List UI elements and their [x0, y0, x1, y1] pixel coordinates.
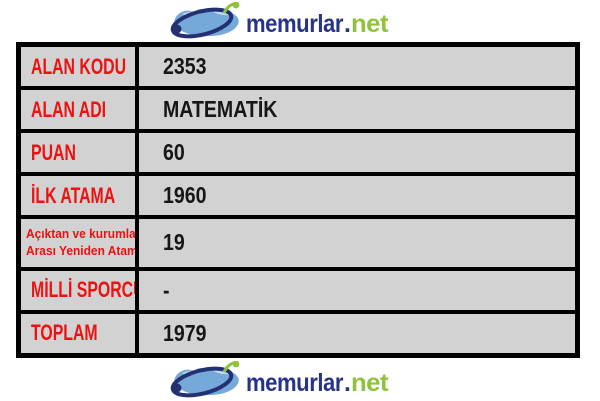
row-label: ALAN KODU [31, 53, 127, 79]
row-label-cell: TOPLAM [16, 309, 139, 358]
row-value-cell: 1979 [134, 309, 580, 358]
table-row-puan: PUAN 60 [16, 129, 580, 177]
table-row-toplam: TOPLAM 1979 [16, 309, 580, 358]
row-label-line-2: Arası Yeniden Atama [26, 242, 137, 258]
logo-dot-text: . [344, 369, 350, 397]
logo-tld-text: net [351, 10, 389, 38]
row-value-cell: 60 [134, 129, 580, 177]
row-label-cell: Açıktan ve kurumlar Arası Yeniden Atama [16, 215, 139, 271]
row-value: - [162, 276, 170, 303]
table-row-alan-adi: ALAN ADI MATEMATİK [16, 86, 580, 134]
row-label: PUAN [31, 139, 76, 165]
row-value: 60 [162, 139, 185, 166]
logo-brand-text: memurlar [246, 10, 344, 38]
row-label-line-1: Açıktan ve kurumlar [26, 226, 137, 242]
memurlar-net-logo: memurlar . net [170, 2, 390, 39]
memurlar-net-logo-footer: memurlar . net [170, 361, 390, 398]
row-label-cell: ALAN ADI [16, 86, 139, 134]
logo-dot-text: . [344, 10, 350, 38]
row-value-cell: 2353 [134, 42, 580, 91]
row-label-cell: MİLLİ SPORCU [16, 266, 139, 314]
row-value: 2353 [162, 53, 206, 80]
row-value-cell: MATEMATİK [134, 86, 580, 134]
logo-brand-text: memurlar [246, 369, 344, 397]
row-label-cell: ALAN KODU [16, 42, 139, 91]
row-label-cell: PUAN [16, 129, 139, 177]
row-value: 1979 [162, 319, 206, 346]
table-row-milli-sporcu: MİLLİ SPORCU - [16, 266, 580, 314]
row-value-cell: 1960 [134, 172, 580, 220]
row-label: Açıktan ve kurumlar Arası Yeniden Atama [26, 226, 137, 259]
row-value: MATEMATİK [162, 96, 277, 123]
row-label: TOPLAM [31, 320, 98, 346]
logo-tld-text: net [351, 369, 389, 397]
row-label: MİLLİ SPORCU [31, 277, 137, 303]
row-label: ALAN ADI [31, 96, 107, 122]
assignment-quota-table: ALAN KODU 2353 ALAN ADI MATEMATİK PUAN 6… [16, 42, 580, 358]
row-value: 19 [162, 229, 185, 256]
row-value-cell: 19 [134, 215, 580, 271]
row-label-cell: İLK ATAMA [16, 172, 139, 220]
row-value-cell: - [134, 266, 580, 314]
logo-globe-icon [170, 361, 240, 398]
row-value: 1960 [162, 182, 206, 209]
row-label: İLK ATAMA [31, 182, 116, 208]
table-row-alan-kodu: ALAN KODU 2353 [16, 42, 580, 91]
table-row-ilk-atama: İLK ATAMA 1960 [16, 172, 580, 220]
logo-globe-icon [170, 2, 240, 39]
table-row-aciktan-yeniden-atama: Açıktan ve kurumlar Arası Yeniden Atama … [16, 215, 580, 271]
